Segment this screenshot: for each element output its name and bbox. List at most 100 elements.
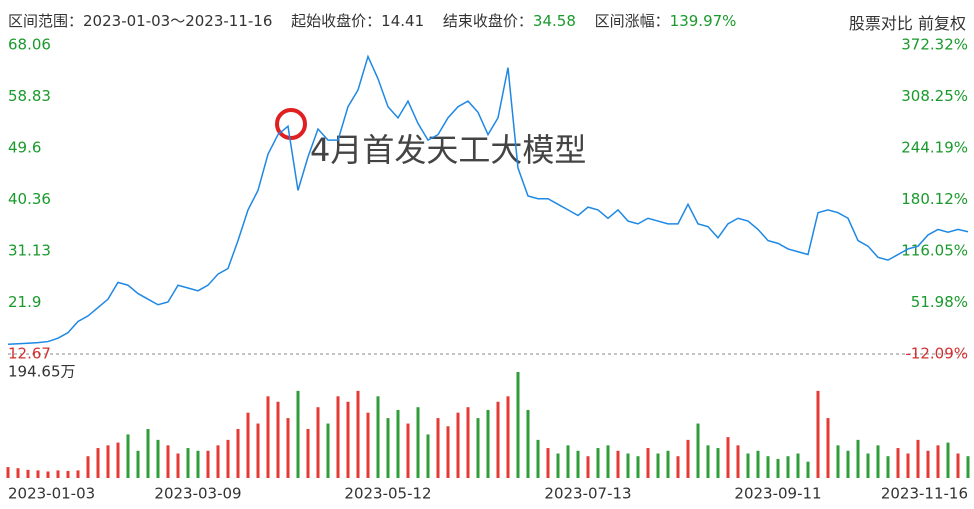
volume-bar — [176, 453, 180, 478]
volume-bar — [96, 448, 100, 478]
value: 139.97% — [669, 12, 737, 30]
label: 区间涨幅： — [594, 12, 670, 30]
volume-bar — [156, 439, 160, 478]
volume-bar — [716, 448, 720, 478]
y-tick-label: 49.6 — [8, 138, 41, 156]
volume-bar — [416, 407, 420, 478]
y2-tick-label: 180.12% — [901, 190, 968, 208]
y-tick-label: 68.06 — [8, 36, 51, 54]
volume-bar — [436, 418, 440, 478]
volume-bar — [376, 396, 380, 478]
y2-tick-label: 372.32% — [901, 36, 968, 54]
volume-bar — [696, 423, 700, 478]
volume-bar — [846, 450, 850, 478]
volume-bar — [866, 453, 870, 478]
volume-bar — [636, 456, 640, 478]
volume-bar — [126, 434, 130, 478]
volume-bar — [456, 412, 460, 478]
volume-bar — [16, 468, 20, 478]
volume-bar — [316, 407, 320, 478]
volume-bar — [656, 453, 660, 478]
volume-bar — [426, 434, 430, 478]
volume-bar — [756, 450, 760, 478]
volume-bar — [146, 428, 150, 478]
volume-bar — [856, 439, 860, 478]
volume-bar — [86, 456, 90, 478]
volume-bar — [556, 453, 560, 478]
compare-button[interactable]: 股票对比 — [848, 14, 913, 33]
x-tick-label: 2023-07-13 — [544, 485, 631, 503]
volume-bar — [956, 453, 960, 478]
volume-bar — [546, 448, 550, 478]
volume-bar — [576, 450, 580, 478]
volume-bar — [166, 445, 170, 478]
volume-bar — [676, 456, 680, 478]
volume-bar — [496, 401, 500, 478]
volume-bar — [366, 412, 370, 478]
y2-tick-label: 308.25% — [901, 87, 968, 105]
volume-bar — [936, 445, 940, 478]
volume-bar — [56, 470, 60, 478]
highlight-circle — [275, 108, 307, 140]
volume-bar — [706, 445, 710, 478]
volume-bar — [896, 448, 900, 478]
volume-bar — [666, 450, 670, 478]
volume-bar — [766, 456, 770, 478]
volume-bar — [36, 470, 40, 478]
volume-bar — [476, 418, 480, 478]
volume-bar — [686, 439, 690, 478]
volume-bar — [486, 409, 490, 478]
label: 结束收盘价： — [442, 12, 533, 30]
volume-bar — [6, 467, 10, 478]
volume-bar — [196, 450, 200, 478]
volume-bar — [276, 401, 280, 478]
volume-bar — [336, 396, 340, 478]
volume-bar — [616, 450, 620, 478]
volume-bar — [256, 423, 260, 478]
volume-bar — [626, 453, 630, 478]
volume-bar — [286, 418, 290, 478]
y-tick-label: 31.13 — [8, 242, 51, 260]
annotation: 4月首发天工大模型 — [310, 131, 586, 169]
volume-bar — [736, 445, 740, 478]
label: 起始收盘价： — [291, 12, 382, 30]
volume-bar — [26, 469, 30, 478]
volume-bar — [906, 453, 910, 478]
volume-bar — [566, 445, 570, 478]
volume-bar — [586, 456, 590, 478]
volume-tick-label: 194.65万 — [8, 363, 76, 381]
volume-bar — [186, 448, 190, 478]
y-tick-label: 58.83 — [8, 87, 51, 105]
x-tick-label: 2023-05-12 — [344, 485, 431, 503]
volume-bar — [296, 390, 300, 478]
y2-tick-label: 116.05% — [901, 241, 968, 259]
header: 区间范围：2023-01-03～2023-11-16 起始收盘价：14.41 结… — [8, 10, 750, 31]
label: 区间范围： — [8, 12, 84, 30]
volume-bar — [246, 412, 250, 478]
volume-bar — [776, 458, 780, 478]
volume-bar — [916, 439, 920, 478]
volume-bar — [926, 450, 930, 478]
volume-bar — [266, 396, 270, 478]
x-tick-label: 2023-03-09 — [154, 485, 241, 503]
value: 34.58 — [532, 12, 576, 30]
volume-bar — [816, 390, 820, 478]
volume-bar — [516, 372, 520, 478]
adjust-button[interactable]: 前复权 — [917, 14, 966, 33]
volume-bar — [806, 461, 810, 478]
volume-bar — [646, 448, 650, 478]
volume-bar — [836, 445, 840, 478]
volume-bar — [606, 445, 610, 478]
y-tick-label: 21.9 — [8, 293, 41, 311]
x-tick-label: 2023-01-03 — [8, 485, 95, 503]
volume-bar — [76, 470, 80, 478]
volume-bar — [876, 445, 880, 478]
y2-tick-label: 51.98% — [911, 293, 968, 311]
y-tick-label: 12.67 — [8, 345, 51, 363]
volume-bar — [216, 445, 220, 478]
volume-bar — [106, 445, 110, 478]
volume-bar — [726, 437, 730, 478]
value: 2023-01-03～2023-11-16 — [83, 12, 273, 30]
